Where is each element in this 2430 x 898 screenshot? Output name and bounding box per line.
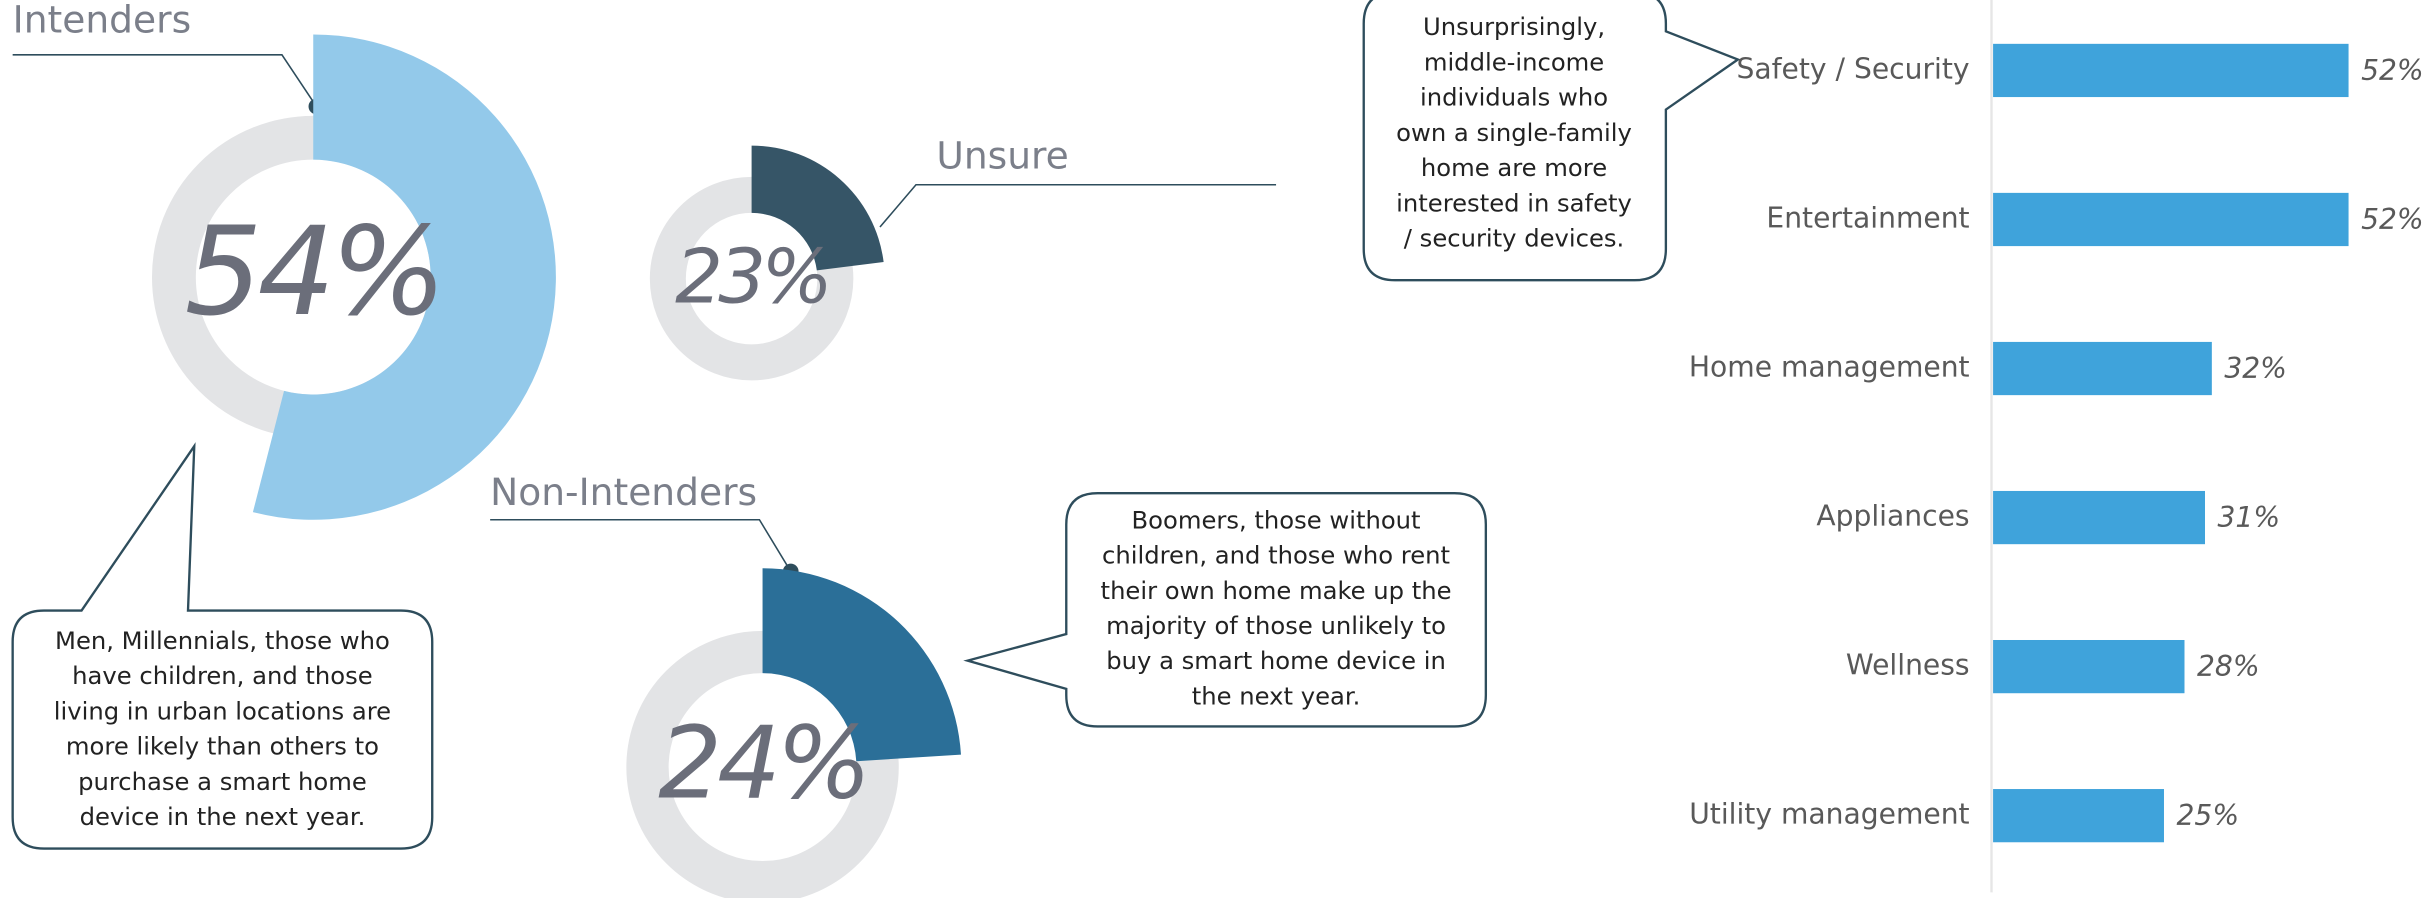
category-label: Entertainment (1766, 201, 1969, 234)
callout (963, 491, 1488, 728)
donut-segment (252, 34, 556, 520)
value-label: 28% (2197, 650, 2260, 683)
callout-text: Boomers, those without (1132, 505, 1421, 534)
callout-text: children, and those who rent (1102, 541, 1450, 570)
bar (1993, 639, 2185, 694)
callout-text: buy a smart home device in (1106, 646, 1446, 675)
callout-text: interested in safety (1396, 188, 1632, 217)
donut-value: 24% (658, 705, 867, 822)
donut-segment (762, 568, 961, 762)
callout-text: device in the next year. (80, 802, 366, 831)
callout-text: middle-income (1424, 47, 1604, 76)
leader-line (490, 518, 792, 572)
callout (1362, 0, 1741, 282)
category-label: Home management (1689, 351, 1970, 384)
category-label: Wellness (1846, 649, 1970, 682)
value-label: 25% (2177, 799, 2240, 832)
donut-value: 54% (185, 201, 442, 343)
category-label: Appliances (1816, 500, 1969, 533)
donut-title: Unsure (936, 134, 1068, 178)
bar (1993, 341, 2212, 396)
callout-text: the next year. (1192, 681, 1361, 710)
bar (1993, 192, 2349, 247)
callout-text: Unsurprisingly, (1423, 12, 1605, 41)
callout-text: living in urban locations are (54, 696, 391, 725)
callout-text: individuals who (1420, 83, 1608, 112)
value-label: 32% (2224, 352, 2287, 385)
callout-text: home are more (1421, 153, 1607, 182)
callout-text: their own home make up the (1101, 576, 1452, 605)
donut-title: Intenders (13, 0, 192, 41)
leader-line (879, 183, 1277, 228)
callout-text: own a single-family (1396, 118, 1632, 147)
bar (1993, 789, 2164, 843)
bar (1993, 490, 2206, 545)
callout (11, 442, 434, 850)
value-label: 52% (2361, 54, 2424, 87)
value-label: 52% (2361, 203, 2424, 236)
donut-segment (751, 145, 884, 271)
callout-text: have children, and those (72, 661, 373, 690)
callout-text: Men, Millennials, those who (55, 626, 390, 655)
donut-title: Non-Intenders (490, 470, 757, 514)
value-label: 31% (2218, 501, 2281, 534)
callout-text: purchase a smart home (78, 767, 367, 796)
category-label: Safety / Security (1737, 52, 1970, 85)
callout-text: / security devices. (1404, 224, 1624, 253)
callout-text: more likely than others to (66, 732, 379, 761)
callout-text: majority of those unlikely to (1106, 611, 1446, 640)
category-label: Utility management (1689, 798, 1969, 831)
bar (1993, 43, 2349, 98)
donut-value: 23% (675, 232, 828, 320)
leader-line (12, 54, 318, 107)
